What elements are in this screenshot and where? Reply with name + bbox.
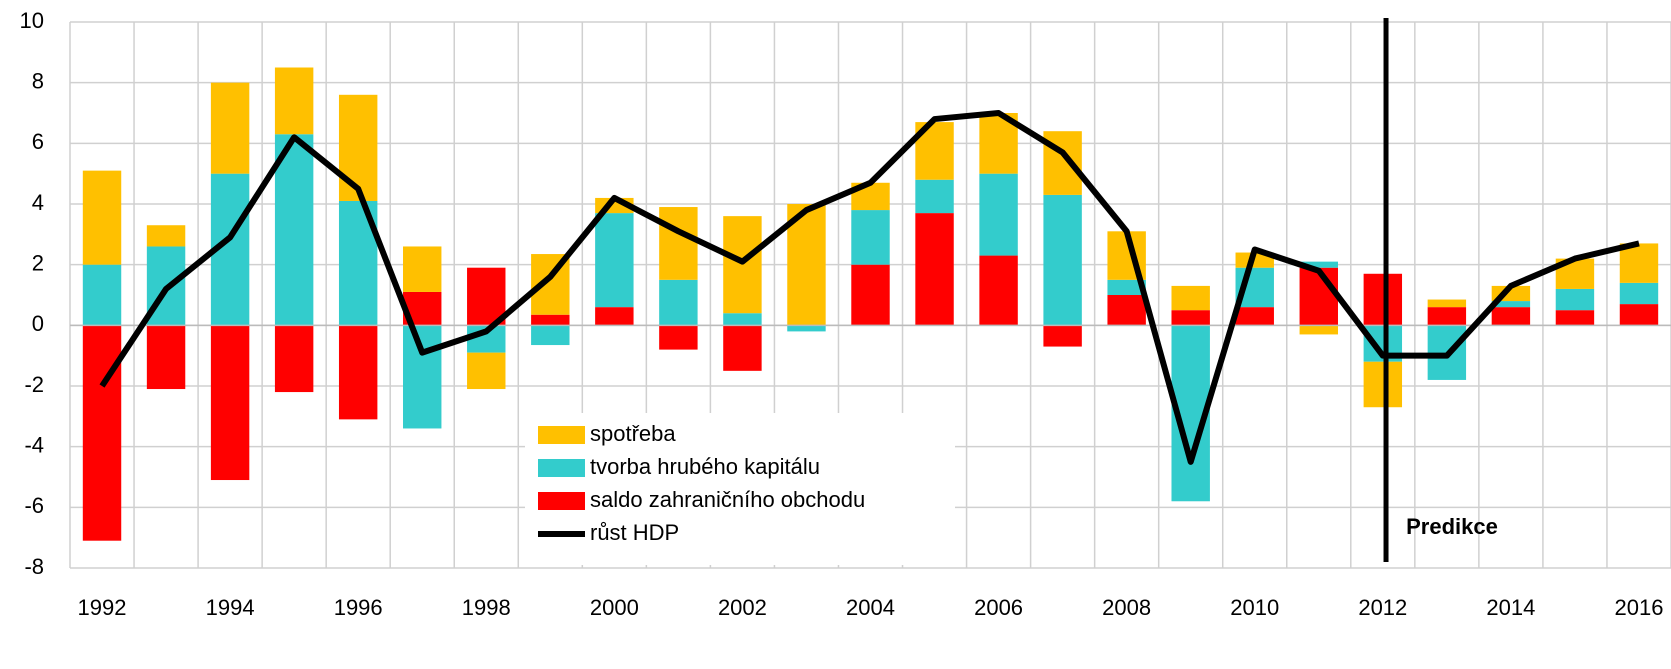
bar xyxy=(1427,307,1467,326)
bar xyxy=(659,279,698,326)
legend-box xyxy=(525,413,955,565)
bar xyxy=(1555,310,1595,326)
bar xyxy=(1491,301,1531,308)
legend-label: spotřeba xyxy=(590,421,676,446)
legend: spotřeba tvorba hrubého kapitálu saldo zah… xyxy=(525,413,955,565)
bar xyxy=(338,94,378,201)
y-tick-label: 6 xyxy=(32,129,44,154)
bar xyxy=(723,313,762,326)
y-tick-label: -4 xyxy=(24,432,44,457)
bar xyxy=(1043,325,1082,347)
bar xyxy=(210,82,250,174)
bar xyxy=(787,325,826,332)
bar xyxy=(1555,288,1595,311)
bar xyxy=(1299,267,1338,326)
bar xyxy=(1107,295,1146,326)
bar xyxy=(1171,285,1210,311)
x-tick-label: 2016 xyxy=(1615,595,1664,620)
bar xyxy=(1363,273,1403,326)
bar xyxy=(531,325,570,346)
bar xyxy=(82,264,122,326)
y-tick-label: -8 xyxy=(24,554,44,579)
bar xyxy=(1363,361,1403,408)
bar xyxy=(274,67,314,135)
x-tick-label: 2010 xyxy=(1230,595,1279,620)
bar xyxy=(1107,279,1146,295)
bar xyxy=(659,325,698,350)
bar xyxy=(338,325,378,420)
y-tick-label: 0 xyxy=(32,311,44,336)
x-tick-label: 2004 xyxy=(846,595,895,620)
legend-label: tvorba hrubého kapitálu xyxy=(590,454,820,479)
y-tick-label: 4 xyxy=(32,190,44,215)
bar xyxy=(403,325,442,429)
x-tick-label: 2008 xyxy=(1102,595,1151,620)
x-tick-label: 2012 xyxy=(1358,595,1407,620)
bar xyxy=(1299,261,1338,268)
bar xyxy=(1427,299,1467,308)
x-tick-label: 2014 xyxy=(1486,595,1535,620)
bar xyxy=(915,179,954,214)
legend-swatch xyxy=(538,459,585,477)
bar xyxy=(467,352,506,390)
bar xyxy=(1619,243,1659,283)
x-tick-label: 2002 xyxy=(718,595,767,620)
bar xyxy=(274,134,314,326)
bar xyxy=(595,213,634,308)
bar xyxy=(915,213,954,326)
bar xyxy=(851,264,890,326)
bar xyxy=(82,325,122,541)
bar xyxy=(531,314,570,326)
bar xyxy=(1171,310,1210,326)
legend-label: saldo zahraničního obchodu xyxy=(590,487,865,512)
bar xyxy=(403,246,442,292)
x-tick-label: 2000 xyxy=(590,595,639,620)
x-tick-label: 1994 xyxy=(206,595,255,620)
bar xyxy=(979,173,1018,256)
annotation: Predikce xyxy=(1406,514,1498,539)
legend-label: růst HDP xyxy=(590,520,679,545)
bar xyxy=(659,207,698,280)
bar xyxy=(146,225,186,247)
legend-swatch xyxy=(538,492,585,510)
bar xyxy=(146,325,186,390)
bar xyxy=(723,216,762,314)
bar xyxy=(82,170,122,265)
y-tick-label: -6 xyxy=(24,493,44,518)
x-tick-label: 1996 xyxy=(334,595,383,620)
y-tick-label: 10 xyxy=(20,8,44,33)
bar xyxy=(851,210,890,265)
bar xyxy=(723,325,762,371)
bar xyxy=(1619,282,1659,305)
y-tick-label: 2 xyxy=(32,250,44,275)
y-tick-label: 8 xyxy=(32,68,44,93)
bar xyxy=(210,325,250,481)
x-tick-label: 1992 xyxy=(78,595,127,620)
bar xyxy=(1299,325,1338,335)
bar xyxy=(979,255,1018,326)
x-tick-label: 2006 xyxy=(974,595,1023,620)
bar xyxy=(1491,307,1531,326)
legend-swatch xyxy=(538,426,585,444)
bar xyxy=(1619,304,1659,326)
bar xyxy=(1235,252,1274,268)
bar xyxy=(595,307,634,326)
bar xyxy=(467,267,506,326)
bar xyxy=(1043,194,1082,326)
bar xyxy=(274,325,314,393)
line xyxy=(99,110,1640,465)
x-tick-label: 1998 xyxy=(462,595,511,620)
y-tick-label: -2 xyxy=(24,372,44,397)
bar xyxy=(1235,307,1274,326)
